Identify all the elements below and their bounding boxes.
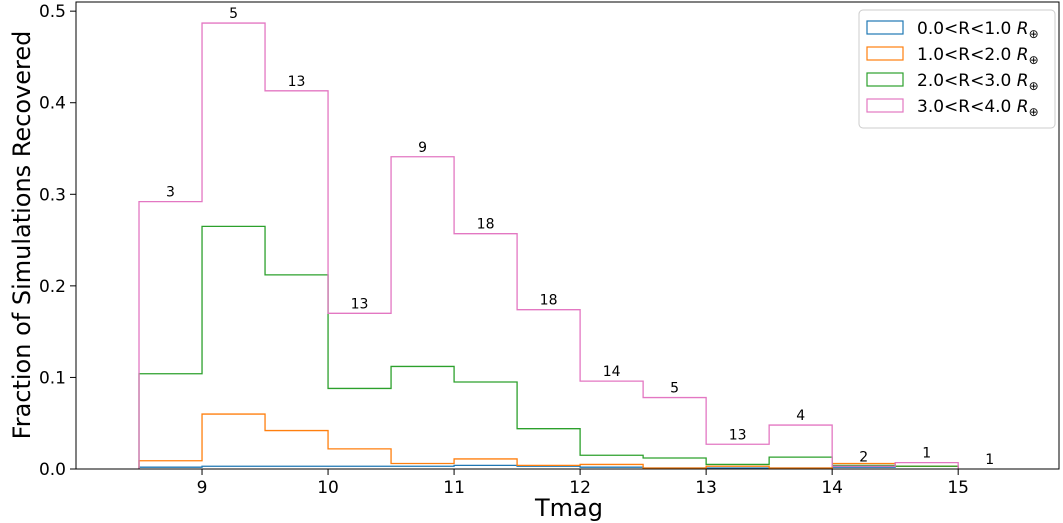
y-tick-label: 0.4 [39,94,66,114]
bar-count-label: 2 [859,449,868,465]
x-tick-label: 15 [947,478,969,498]
bar-count-label: 18 [540,293,558,309]
y-axis: 0.0 0.1 0.2 0.3 0.4 0.5 [39,2,76,480]
annotation-layer: 3 5 13 13 9 18 18 14 5 13 4 2 1 1 [166,6,994,468]
bar-count-label: 18 [477,217,495,233]
bar-count-label: 1 [922,446,931,462]
x-tick-label: 12 [569,478,591,498]
plot-frame [75,1,1060,470]
x-tick-label: 9 [197,478,208,498]
legend-swatch [866,72,904,87]
legend-frame [858,9,1056,129]
x-axis: 9 10 11 12 13 14 15 [197,469,969,498]
legend: 0.0<R<1.0 R⊕ 1.0<R<2.0 R⊕ 2.0<R<3.0 R⊕ 3.0<… [858,9,1056,129]
bar-count-label: 14 [603,364,621,380]
x-tick-label: 13 [695,478,717,498]
y-tick-label: 0.2 [39,277,66,297]
legend-entry-label: 3.0<R<4.0 R⊕ [917,97,1039,119]
y-tick-label: 0.5 [39,2,66,22]
x-axis-title: Tmag [534,494,603,522]
bar-count-label: 4 [796,408,805,424]
y-tick-label: 0.3 [39,185,66,205]
legend-swatch [866,20,904,35]
legend-entry-label: 0.0<R<1.0 R⊕ [917,19,1039,41]
legend-swatch [866,46,904,61]
x-tick-label: 14 [821,478,843,498]
bar-count-label: 5 [229,6,238,22]
legend-entry-label: 1.0<R<2.0 R⊕ [917,45,1039,67]
series-line-4 [138,22,959,469]
bar-count-label: 9 [418,140,427,156]
bar-count-label: 1 [985,452,994,468]
series-layer [138,22,959,469]
y-tick-label: 0.0 [39,460,66,480]
x-tick-label: 10 [317,478,339,498]
bar-count-label: 5 [670,381,679,397]
y-tick-label: 0.1 [39,368,66,388]
y-axis-title: Fraction of Simulations Recovered [8,31,36,440]
legend-entry-label: 2.0<R<3.0 R⊕ [917,71,1039,93]
x-tick-label: 11 [443,478,465,498]
bar-count-label: 13 [351,296,369,312]
bar-count-label: 13 [729,427,747,443]
bar-count-label: 3 [166,185,175,201]
series-line-1 [138,464,959,469]
legend-swatch [866,98,904,113]
bar-count-label: 13 [288,74,306,90]
